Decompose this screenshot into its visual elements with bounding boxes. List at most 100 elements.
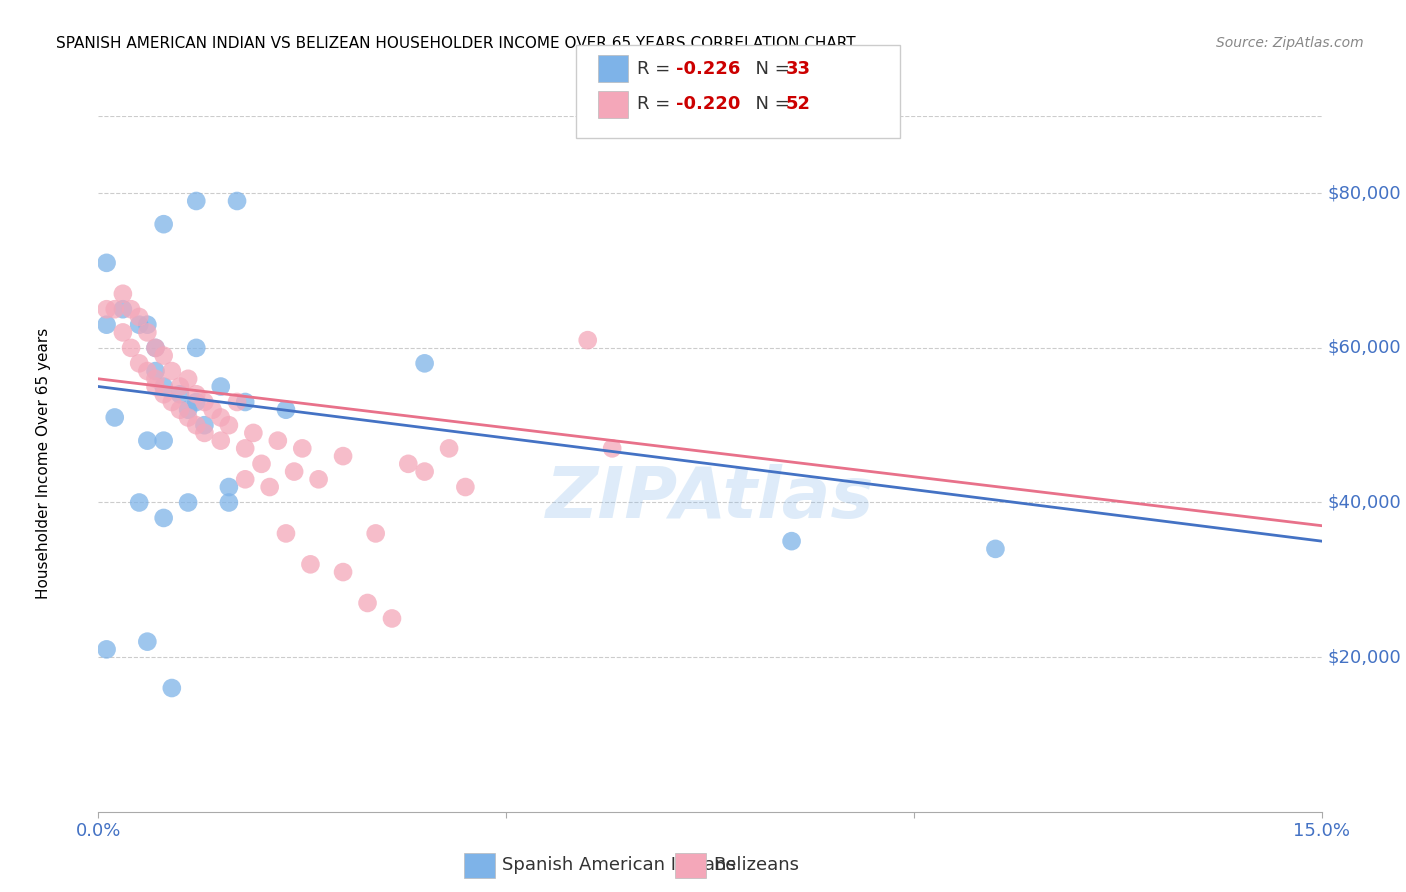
Text: N =: N = — [744, 95, 796, 113]
Point — [209, 434, 232, 448]
Point — [120, 341, 142, 355]
Point — [209, 410, 232, 425]
Text: -0.220: -0.220 — [676, 95, 741, 113]
Point — [136, 634, 159, 648]
Point — [96, 302, 118, 317]
Point — [169, 387, 191, 401]
Point — [145, 372, 167, 386]
Point — [96, 642, 118, 657]
Point — [186, 194, 208, 208]
Point — [218, 480, 240, 494]
Point — [96, 318, 118, 332]
Text: $60,000: $60,000 — [1327, 339, 1402, 357]
Point — [274, 526, 297, 541]
Point — [128, 356, 150, 370]
Point — [136, 364, 159, 378]
Point — [381, 611, 404, 625]
Point — [152, 379, 174, 393]
Point — [250, 457, 273, 471]
Point — [259, 480, 281, 494]
Point — [454, 480, 477, 494]
Point — [152, 511, 174, 525]
Text: R =: R = — [637, 95, 676, 113]
Point — [128, 318, 150, 332]
Point — [104, 410, 127, 425]
Point — [145, 341, 167, 355]
Point — [111, 286, 134, 301]
Point — [413, 465, 436, 479]
Text: N =: N = — [744, 60, 796, 78]
Point — [169, 379, 191, 393]
Point — [226, 395, 249, 409]
Text: ZIPAtlas: ZIPAtlas — [546, 464, 875, 533]
Point — [413, 356, 436, 370]
Point — [233, 472, 256, 486]
Point — [242, 425, 264, 440]
Point — [364, 526, 387, 541]
Point — [160, 681, 183, 695]
Point — [160, 395, 183, 409]
Point — [332, 449, 354, 463]
Text: Spanish American Indians: Spanish American Indians — [502, 856, 735, 874]
Text: Source: ZipAtlas.com: Source: ZipAtlas.com — [1216, 36, 1364, 50]
Point — [437, 442, 460, 456]
Text: -0.226: -0.226 — [676, 60, 741, 78]
Text: 52: 52 — [786, 95, 811, 113]
Point — [218, 418, 240, 433]
Point — [226, 194, 249, 208]
Point — [177, 372, 200, 386]
Point — [104, 302, 127, 317]
Text: $20,000: $20,000 — [1327, 648, 1402, 666]
Point — [111, 302, 134, 317]
Point — [136, 326, 159, 340]
Point — [396, 457, 419, 471]
Point — [233, 395, 256, 409]
Point — [299, 558, 322, 572]
Point — [177, 410, 200, 425]
Point — [201, 402, 224, 417]
Point — [186, 418, 208, 433]
Point — [145, 341, 167, 355]
Point — [233, 442, 256, 456]
Point — [177, 402, 200, 417]
Point — [152, 434, 174, 448]
Point — [193, 418, 215, 433]
Point — [111, 326, 134, 340]
Point — [780, 534, 803, 549]
Point — [152, 349, 174, 363]
Point — [356, 596, 378, 610]
Point — [984, 541, 1007, 556]
Point — [136, 434, 159, 448]
Text: $40,000: $40,000 — [1327, 493, 1402, 511]
Point — [152, 387, 174, 401]
Text: Belizeans: Belizeans — [713, 856, 799, 874]
Point — [96, 256, 118, 270]
Point — [218, 495, 240, 509]
Point — [332, 565, 354, 579]
Text: $80,000: $80,000 — [1327, 185, 1402, 202]
Point — [145, 364, 167, 378]
Point — [291, 442, 314, 456]
Point — [186, 395, 208, 409]
Point — [152, 217, 174, 231]
Point — [160, 364, 183, 378]
Point — [209, 379, 232, 393]
Point — [274, 402, 297, 417]
Point — [267, 434, 290, 448]
Point — [193, 425, 215, 440]
Point — [120, 302, 142, 317]
Point — [169, 402, 191, 417]
Point — [145, 379, 167, 393]
Point — [308, 472, 330, 486]
Text: 33: 33 — [786, 60, 811, 78]
Point — [186, 387, 208, 401]
Text: Householder Income Over 65 years: Householder Income Over 65 years — [37, 328, 51, 599]
Point — [283, 465, 305, 479]
Point — [128, 495, 150, 509]
Point — [136, 318, 159, 332]
Text: SPANISH AMERICAN INDIAN VS BELIZEAN HOUSEHOLDER INCOME OVER 65 YEARS CORRELATION: SPANISH AMERICAN INDIAN VS BELIZEAN HOUS… — [56, 36, 856, 51]
Point — [177, 495, 200, 509]
Point — [193, 395, 215, 409]
Point — [600, 442, 623, 456]
Point — [186, 341, 208, 355]
